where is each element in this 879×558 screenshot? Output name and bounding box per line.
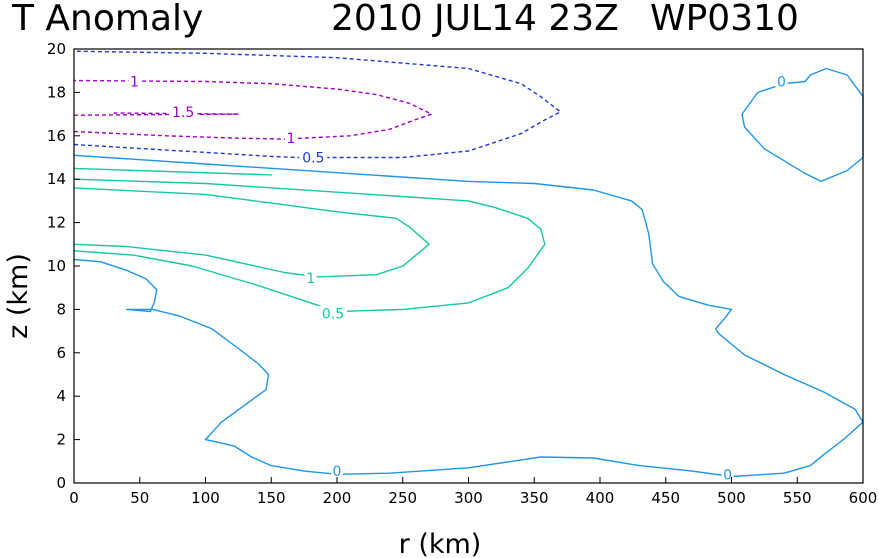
x-tick-label: 150 bbox=[257, 489, 286, 507]
contour-label-bg bbox=[169, 103, 198, 119]
x-tick-label: 0 bbox=[69, 489, 79, 507]
contour-label-bg bbox=[721, 466, 734, 482]
contour-label: 0.5 bbox=[322, 307, 344, 323]
y-tick-label: 12 bbox=[47, 214, 66, 232]
contour-line-0p5 bbox=[73, 167, 272, 176]
x-tick-label: 600 bbox=[849, 489, 878, 507]
x-tick-label: 50 bbox=[130, 489, 149, 507]
contour-label: 1 bbox=[287, 131, 296, 147]
contour-label: 0 bbox=[333, 464, 342, 480]
contour-label: 1.5 bbox=[172, 105, 194, 121]
y-tick-label: 16 bbox=[47, 127, 66, 145]
contour-label: 1 bbox=[306, 271, 315, 287]
y-tick-label: 20 bbox=[47, 40, 66, 58]
x-tick-label: 200 bbox=[323, 489, 352, 507]
x-tick-label: 350 bbox=[520, 489, 549, 507]
contour-label-bg bbox=[304, 269, 317, 285]
contour-label: 0.5 bbox=[302, 151, 324, 167]
contour-line-0p5-dashed bbox=[73, 50, 562, 159]
y-tick-label: 8 bbox=[56, 300, 66, 318]
x-tick-label: 550 bbox=[783, 489, 812, 507]
storm-id: WP0310 bbox=[650, 0, 799, 39]
contour-label-bg bbox=[331, 463, 343, 479]
contour-line-0 bbox=[741, 67, 864, 183]
x-tick-label: 400 bbox=[586, 489, 615, 507]
y-tick-label: 6 bbox=[56, 344, 66, 362]
contour-label-bg bbox=[319, 305, 348, 321]
x-tick-label: 100 bbox=[191, 489, 220, 507]
contour-line-0p5 bbox=[73, 178, 546, 313]
y-axis-ticks: 0 2 4 6 8 10 12 14 16 18 20 bbox=[47, 40, 80, 492]
y-tick-label: 18 bbox=[47, 83, 66, 101]
contour-label-bg bbox=[284, 129, 297, 145]
x-tick-label: 250 bbox=[388, 489, 417, 507]
chart-title: T Anomaly bbox=[11, 0, 203, 39]
contour-line-0 bbox=[73, 154, 864, 478]
contour-label-bg bbox=[128, 73, 141, 89]
x-axis-ticks: 0 50 100 150 200 250 300 350 400 450 500 550 600 bbox=[69, 477, 877, 507]
contour-label-bg bbox=[299, 149, 328, 165]
x-tick-label: 300 bbox=[454, 489, 483, 507]
chart-datetime: 2010 JUL14 23Z bbox=[331, 0, 619, 39]
x-tick-label: 450 bbox=[651, 489, 680, 507]
y-tick-label: 4 bbox=[56, 387, 66, 405]
contour-line-1-dashed bbox=[73, 79, 433, 140]
x-tick-label: 500 bbox=[717, 489, 746, 507]
contour-label: 0 bbox=[723, 467, 732, 483]
y-tick-label: 10 bbox=[47, 257, 66, 275]
contour-line-1 bbox=[73, 187, 430, 278]
y-axis-label: z (km) bbox=[3, 253, 34, 339]
contour-labels: 0 0 0 0.5 1 0.5 1 1.5 1 bbox=[128, 73, 788, 483]
contour-label: 0 bbox=[777, 75, 786, 91]
contour-label: 1 bbox=[130, 75, 139, 91]
y-tick-label: 0 bbox=[56, 474, 66, 492]
y-tick-label: 2 bbox=[56, 431, 66, 449]
contour-label-bg bbox=[775, 73, 788, 89]
y-tick-label: 14 bbox=[47, 170, 66, 188]
x-axis-label: r (km) bbox=[399, 529, 482, 558]
